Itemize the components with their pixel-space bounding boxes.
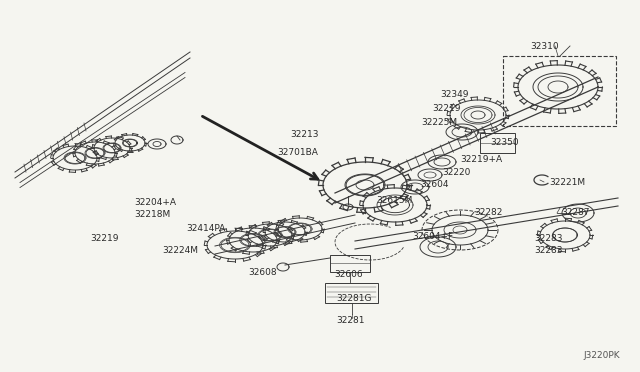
- Text: 32350: 32350: [490, 138, 518, 147]
- Text: J3220PK: J3220PK: [584, 351, 620, 360]
- Text: 32281G: 32281G: [336, 294, 371, 303]
- Text: 32287: 32287: [561, 208, 589, 217]
- Text: 32310: 32310: [530, 42, 559, 51]
- Text: 32606: 32606: [334, 270, 363, 279]
- Text: 32414PA: 32414PA: [186, 224, 225, 233]
- Text: 32219: 32219: [90, 234, 118, 243]
- Text: 32281: 32281: [336, 316, 365, 325]
- Text: 32221M: 32221M: [549, 178, 585, 187]
- Text: 32213: 32213: [290, 130, 319, 139]
- Text: 32608: 32608: [248, 268, 276, 277]
- Text: 32349: 32349: [440, 90, 468, 99]
- Text: 32218M: 32218M: [134, 210, 170, 219]
- Text: 32219+A: 32219+A: [460, 155, 502, 164]
- Text: 32282: 32282: [474, 208, 502, 217]
- Text: 32604: 32604: [420, 180, 449, 189]
- Text: 32225M: 32225M: [421, 118, 457, 127]
- Text: 32615M: 32615M: [376, 196, 412, 205]
- Text: 32224M: 32224M: [162, 246, 198, 255]
- Text: 32283: 32283: [534, 246, 563, 255]
- Text: 32220: 32220: [442, 168, 470, 177]
- Text: 32204+A: 32204+A: [134, 198, 176, 207]
- Text: 32283: 32283: [534, 234, 563, 243]
- Text: 32219: 32219: [432, 104, 461, 113]
- Text: 32701BA: 32701BA: [277, 148, 318, 157]
- Text: 32604+F: 32604+F: [412, 232, 453, 241]
